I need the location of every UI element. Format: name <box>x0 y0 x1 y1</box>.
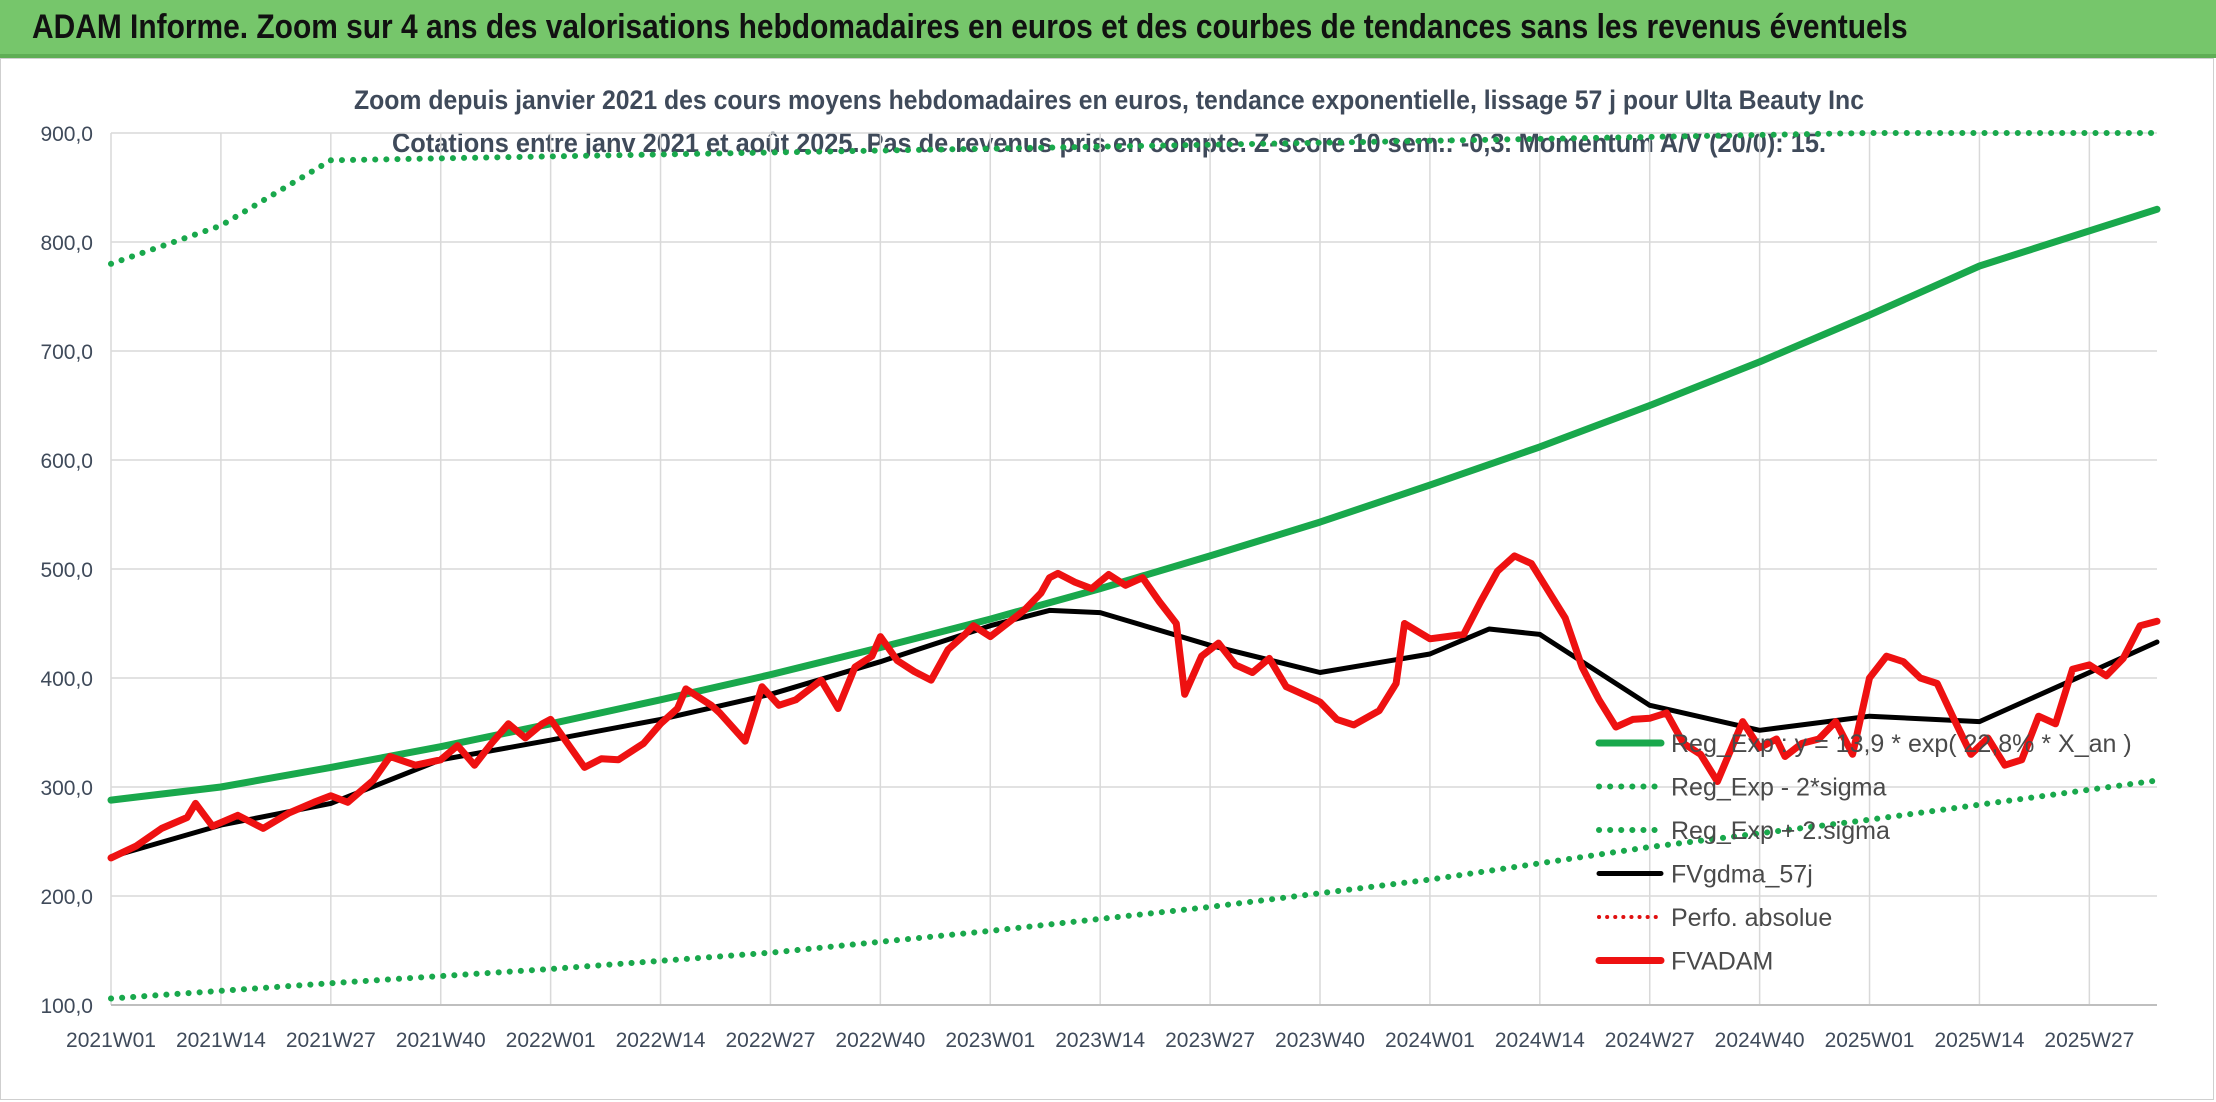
x-tick-label: 2024W40 <box>1715 1029 1805 1052</box>
x-tick-label: 2023W14 <box>1055 1029 1145 1052</box>
legend-label: Reg_Exp + 2.sigma <box>1671 817 1890 845</box>
chart-title: Zoom depuis janvier 2021 des cours moyen… <box>354 85 1864 115</box>
x-tick-label: 2023W01 <box>945 1029 1035 1052</box>
x-tick-label: 2025W27 <box>2044 1029 2134 1052</box>
legend-label: Reg_Exp - 2*sigma <box>1671 774 1886 802</box>
line-chart: Zoom depuis janvier 2021 des cours moyen… <box>40 85 2161 1052</box>
y-tick-label: 500,0 <box>40 559 93 582</box>
x-tick-label: 2022W40 <box>835 1029 925 1052</box>
series-line-3 <box>108 607 2160 860</box>
x-tick-label: 2022W27 <box>726 1029 816 1052</box>
legend-label: Perfo. absolue <box>1671 904 1832 932</box>
legend-label: FVgdma_57j <box>1671 861 1813 889</box>
legend-label: Reg_Exp : y = 13,9 * exp( 22,8% * X_an ) <box>1671 730 2132 758</box>
x-tick-label: 2022W01 <box>506 1029 596 1052</box>
x-tick-label: 2021W01 <box>66 1029 156 1052</box>
chart-area: Zoom depuis janvier 2021 des cours moyen… <box>0 58 2214 1100</box>
series-line-0 <box>107 205 2161 804</box>
x-tick-label: 2025W14 <box>1935 1029 2025 1052</box>
series-line-5 <box>107 552 2161 862</box>
y-tick-label: 200,0 <box>40 886 93 909</box>
x-tick-label: 2024W01 <box>1385 1029 1475 1052</box>
x-tick-label: 2022W14 <box>616 1029 706 1052</box>
series-line-1 <box>108 777 2160 1002</box>
series-lines <box>107 130 2161 1002</box>
y-tick-label: 600,0 <box>40 450 93 473</box>
legend-label: FVADAM <box>1671 948 1773 976</box>
x-tick-label: 2024W27 <box>1605 1029 1695 1052</box>
gridlines <box>110 132 2157 1006</box>
x-tick-label: 2025W01 <box>1825 1029 1915 1052</box>
x-tick-label: 2021W40 <box>396 1029 486 1052</box>
x-tick-label: 2024W14 <box>1495 1029 1585 1052</box>
y-tick-label: 400,0 <box>40 668 93 691</box>
y-tick-label: 300,0 <box>40 777 93 800</box>
series-line-2 <box>108 130 2160 267</box>
x-tick-label: 2021W27 <box>286 1029 376 1052</box>
x-tick-label: 2023W40 <box>1275 1029 1365 1052</box>
x-tick-label: 2023W27 <box>1165 1029 1255 1052</box>
legend: Reg_Exp : y = 13,9 * exp( 22,8% * X_an )… <box>1595 730 2132 976</box>
report-banner: ADAM Informe. Zoom sur 4 ans des valoris… <box>0 0 2216 58</box>
y-tick-label: 800,0 <box>40 232 93 255</box>
y-axis: 100,0 200,0 300,0 400,0 500,0 600,0 700,0 800,0… <box>40 123 93 1018</box>
report-title: ADAM Informe. Zoom sur 4 ans des valoris… <box>32 8 1908 46</box>
x-tick-label: 2021W14 <box>176 1029 266 1052</box>
y-tick-label: 700,0 <box>40 341 93 364</box>
x-axis: 2021W01 2021W14 2021W27 2021W40 2022W01 2022W… <box>66 1029 2134 1052</box>
y-tick-label: 900,0 <box>40 123 93 146</box>
y-tick-label: 100,0 <box>40 995 93 1018</box>
